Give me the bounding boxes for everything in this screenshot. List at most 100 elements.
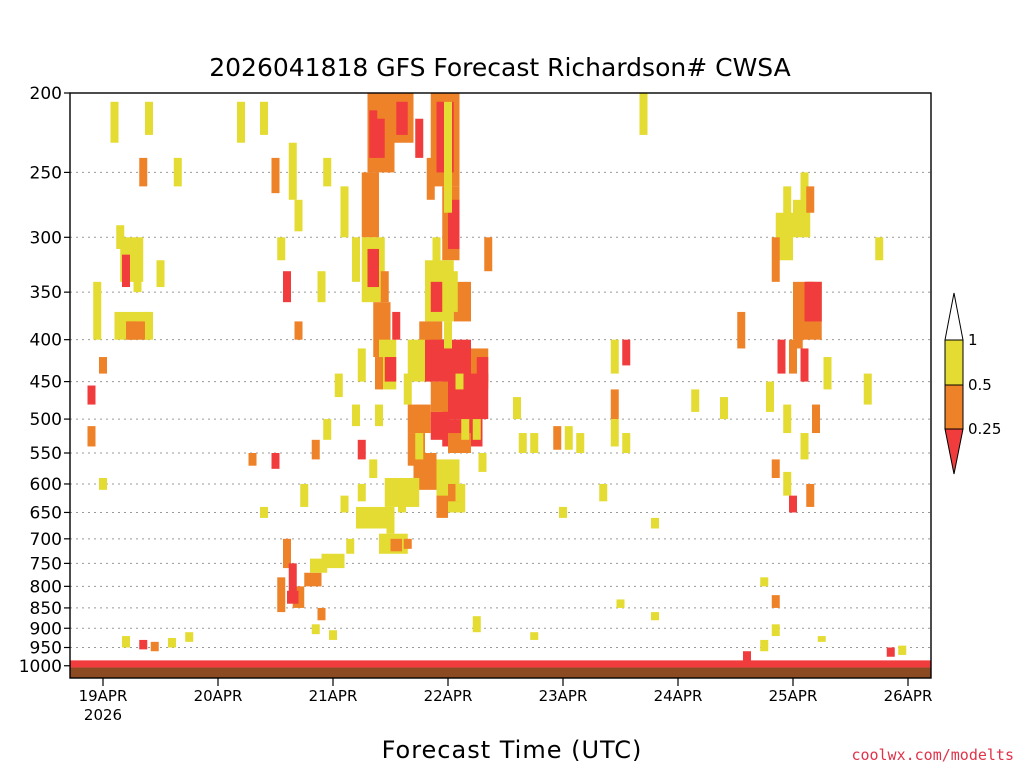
ri-cell xyxy=(398,484,406,512)
colorbar-red xyxy=(945,429,963,474)
ri-region xyxy=(362,172,379,237)
ri-cell xyxy=(139,640,147,649)
y-axis: 2002503003504004505005506006507007508008… xyxy=(19,84,70,677)
ri-cell xyxy=(318,271,326,302)
ri-cell xyxy=(801,348,809,381)
ri-cell xyxy=(323,158,331,186)
ri-cell xyxy=(185,632,193,642)
x-tick-label: 24APR xyxy=(654,687,703,705)
ri-cell xyxy=(122,255,130,287)
ri-cell xyxy=(283,271,291,302)
x-tick-label: 23APR xyxy=(539,687,588,705)
colorbar: 0.25 0.5 1 xyxy=(945,293,1001,474)
ri-cell xyxy=(651,518,659,529)
ri-cell xyxy=(295,200,303,232)
ri-cell xyxy=(415,119,423,158)
ri-cell xyxy=(99,357,107,374)
ri-cell xyxy=(622,433,630,453)
ri-cell xyxy=(622,340,630,366)
ri-cell xyxy=(341,496,349,513)
ri-cell xyxy=(806,282,814,322)
ri-cell xyxy=(369,459,377,478)
ri-cell xyxy=(289,143,297,200)
ri-cell xyxy=(335,374,343,397)
ri-cell xyxy=(559,507,567,518)
y-tick-label: 750 xyxy=(30,554,62,574)
ri-cell xyxy=(404,374,412,405)
ri-cell xyxy=(111,102,119,143)
ri-cell xyxy=(168,638,176,647)
y-tick-label: 250 xyxy=(30,163,62,183)
ri-cell xyxy=(237,102,245,143)
ri-cell xyxy=(772,595,780,608)
ri-cell xyxy=(300,484,308,507)
ri-cell xyxy=(312,440,320,460)
ri-cell xyxy=(260,102,268,135)
ri-cell xyxy=(93,282,101,340)
ri-cell xyxy=(404,539,412,549)
ri-cell xyxy=(576,433,584,453)
ri-region xyxy=(437,496,449,518)
ri-cell xyxy=(358,348,366,381)
y-tick-label: 800 xyxy=(30,577,62,597)
y-tick-label: 1000 xyxy=(19,657,62,677)
y-tick-label: 500 xyxy=(30,410,62,430)
ri-cell xyxy=(513,397,521,419)
ri-cell xyxy=(433,237,441,271)
ri-cell xyxy=(772,459,780,478)
ri-cell xyxy=(887,648,895,657)
ri-region xyxy=(431,382,448,412)
ri-cell xyxy=(760,577,768,586)
x-tick-label: 20APR xyxy=(194,687,243,705)
ri-region xyxy=(322,554,345,568)
ri-cell xyxy=(375,357,383,389)
ri-cell xyxy=(329,630,337,640)
ri-region xyxy=(396,102,408,135)
ri-cell xyxy=(461,419,469,440)
y-tick-label: 550 xyxy=(30,444,62,464)
ri-cell xyxy=(783,186,791,237)
ground-surface xyxy=(70,668,931,678)
ri-cell xyxy=(898,646,906,655)
ri-cell xyxy=(640,93,648,135)
ri-cell xyxy=(249,453,257,466)
ri-cell xyxy=(691,389,699,411)
ri-cell xyxy=(720,397,728,419)
ri-cell xyxy=(272,453,280,469)
ri-cell xyxy=(387,507,395,534)
ri-cell xyxy=(88,426,96,446)
ri-cell xyxy=(318,608,326,620)
ri-cell xyxy=(611,389,619,419)
ri-region xyxy=(368,249,380,287)
ri-cell xyxy=(599,484,607,501)
colorbar-label: 0.5 xyxy=(968,376,992,394)
ri-cell xyxy=(818,636,826,642)
x-tick-label: 25APR xyxy=(769,687,818,705)
x-tick-label: 21APR xyxy=(309,687,358,705)
ri-cell xyxy=(341,186,349,237)
ri-cell xyxy=(864,374,872,405)
credit-text: coolwx.com/modelts xyxy=(851,746,1014,764)
x-axis-label: Forecast Time (UTC) xyxy=(382,736,643,764)
ri-region xyxy=(385,357,397,382)
ri-region xyxy=(437,459,460,484)
ri-cell xyxy=(392,312,400,340)
ri-cell xyxy=(778,340,786,374)
ri-cell xyxy=(145,312,153,340)
ri-cell xyxy=(760,640,768,651)
colorbar-gt1 xyxy=(945,293,963,340)
ri-cell xyxy=(289,563,297,595)
ri-cell xyxy=(801,433,809,459)
ri-cell xyxy=(875,237,883,260)
y-tick-label: 850 xyxy=(30,599,62,619)
ri-cell xyxy=(651,612,659,620)
ri-cell xyxy=(88,386,96,405)
ri-cell xyxy=(358,484,366,501)
ri-cell xyxy=(611,340,619,374)
plot-area xyxy=(70,93,931,678)
ri-cell xyxy=(444,102,452,213)
y-tick-label: 400 xyxy=(30,331,62,351)
ri-cell xyxy=(530,433,538,453)
ri-cell xyxy=(277,577,285,612)
ri-cell xyxy=(134,260,142,292)
